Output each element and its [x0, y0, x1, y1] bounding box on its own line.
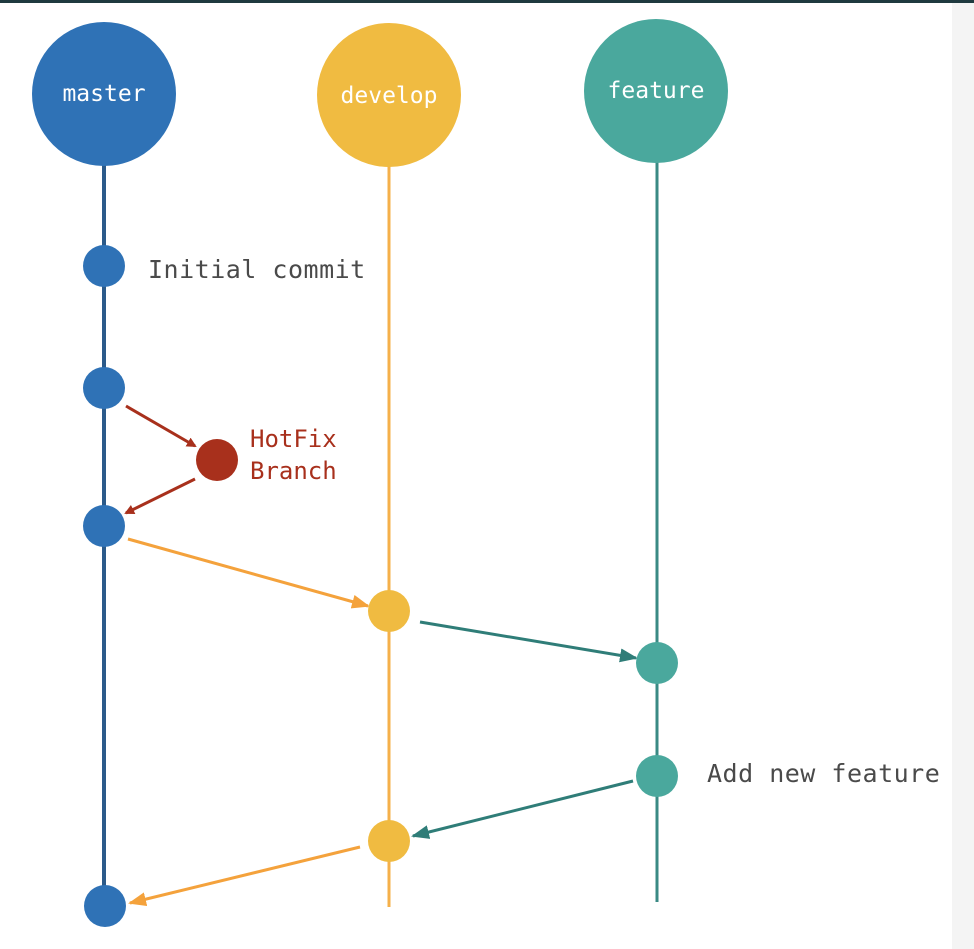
feature-to-develop-arrow: [411, 779, 634, 839]
develop-commit-1: [368, 590, 410, 632]
master-commit-3: [83, 505, 125, 547]
develop-to-feature-arrow: [419, 620, 638, 663]
master-commit-2: [83, 367, 125, 409]
feature-branch-node: [584, 19, 728, 163]
feature-commit-1: [636, 642, 678, 684]
right-margin-strip: [952, 3, 974, 949]
master-branch-node: [32, 22, 176, 166]
hotfix-label-line2: Branch: [250, 457, 337, 485]
feature-commit-2: [636, 755, 678, 797]
master-commit-4: [84, 885, 126, 927]
master-commit-initial: [83, 245, 125, 287]
hotfix-commit: [196, 439, 238, 481]
add-new-feature-note: Add new feature: [707, 759, 940, 788]
master-branch-label: master: [62, 81, 145, 107]
hotfix-label-line1: HotFix: [250, 425, 337, 453]
develop-to-master-arrow: [128, 845, 361, 907]
develop-commit-2: [368, 820, 410, 862]
develop-branch-node: [317, 23, 461, 167]
initial-commit-note: Initial commit: [148, 255, 366, 284]
hotfix-merge-back-arrow: [124, 477, 196, 515]
hotfix-branch-out-arrow: [125, 404, 197, 448]
feature-branch-label: feature: [608, 78, 705, 104]
top-border: [0, 0, 974, 3]
master-to-develop-arrow: [127, 537, 370, 609]
develop-branch-label: develop: [341, 83, 438, 109]
